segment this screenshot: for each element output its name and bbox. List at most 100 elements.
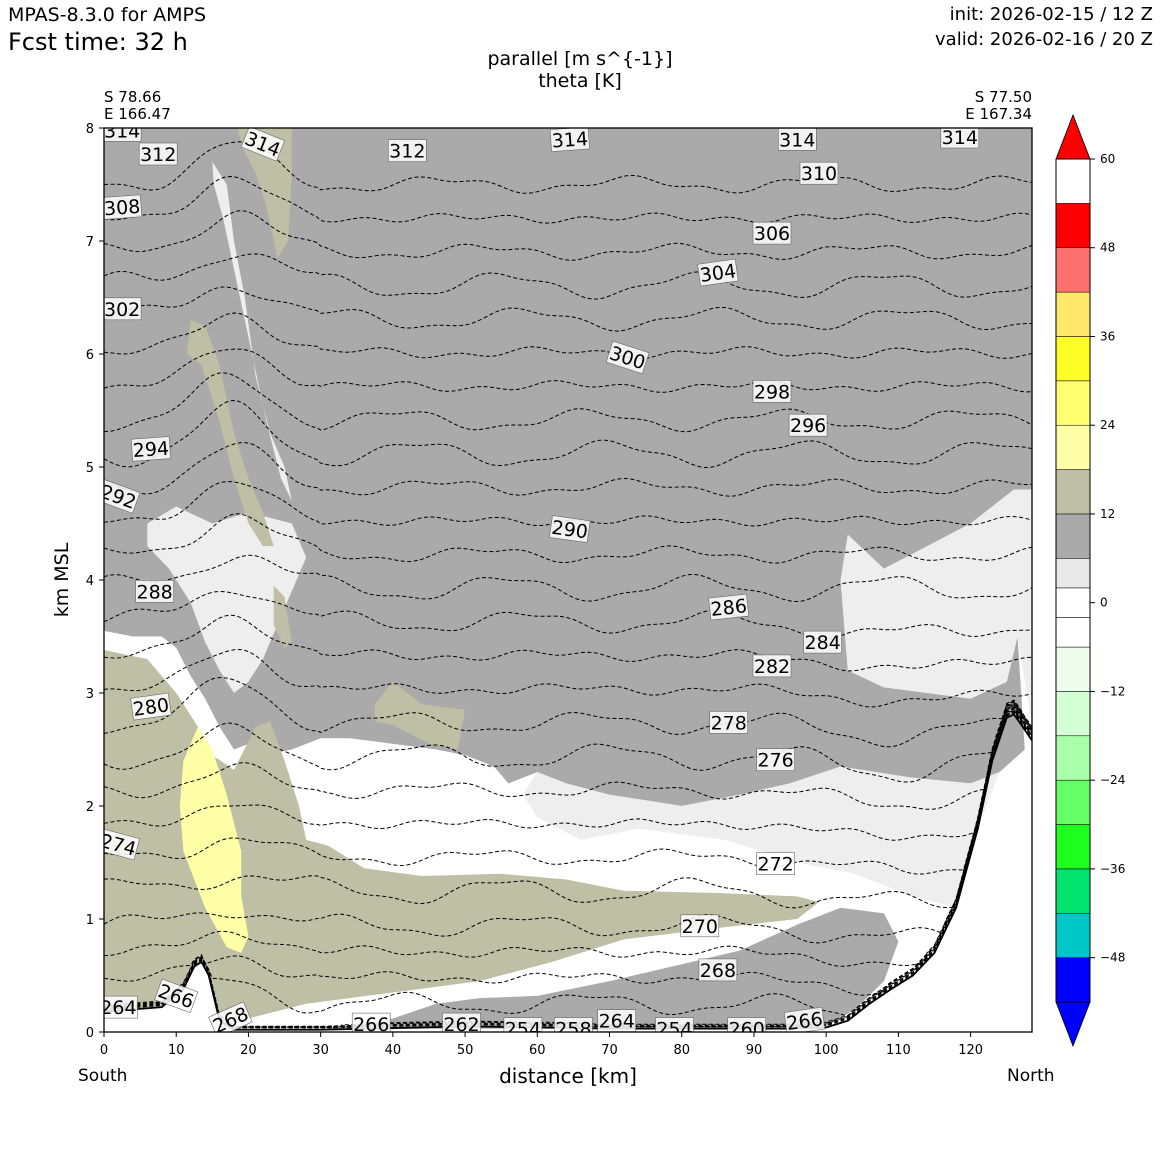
svg-text:278: 278: [711, 712, 747, 734]
end-side-label: North: [1007, 1066, 1055, 1086]
x-tick-label-70: 70: [601, 1043, 618, 1058]
wind-region-12: [179, 726, 249, 953]
svg-text:264: 264: [100, 997, 136, 1019]
colorbar-frame: [1055, 158, 1091, 1003]
theta-label-28: 268: [698, 958, 738, 982]
wind-region-5: [212, 161, 292, 501]
svg-text:260: 260: [729, 1019, 765, 1041]
wind-region-7: [104, 650, 819, 1027]
theta-label-4: 314: [549, 128, 590, 153]
x-tick-label-60: 60: [529, 1043, 546, 1058]
theta-contour-302: [104, 348, 1032, 393]
start-lon-label: E 166.47: [104, 105, 171, 123]
svg-text:296: 296: [790, 415, 826, 437]
svg-text:272: 272: [757, 854, 793, 876]
wind-region-9: [187, 320, 274, 547]
y-tick-label-7: 7: [86, 235, 94, 250]
svg-text:298: 298: [754, 381, 790, 403]
svg-text:284: 284: [804, 632, 840, 654]
theta-label-5: 314: [777, 128, 817, 151]
x-axis-label: distance [km]: [499, 1064, 637, 1088]
colorbar-over-arrow: [1055, 113, 1091, 160]
theta-label-33: 262: [442, 1012, 481, 1036]
colorbar-bin-1: [1055, 913, 1091, 958]
theta-contour-304: [104, 312, 1032, 360]
theta-contour-272: [104, 703, 1032, 909]
colorbar-tick-label-7: −24: [1100, 773, 1125, 787]
theta-label-17: 290: [549, 515, 591, 544]
y-tick-label-1: 1: [86, 913, 94, 928]
theta-contour-278: [104, 701, 1032, 810]
theta-contour-276: [104, 702, 1032, 841]
svg-text:288: 288: [136, 581, 172, 603]
theta-label-32: 266: [351, 1012, 391, 1036]
theta-label-37: 254: [655, 1017, 694, 1032]
x-tick-label-100: 100: [814, 1043, 839, 1058]
svg-text:306: 306: [754, 223, 790, 245]
theta-label-18: 288: [135, 579, 174, 603]
x-tick-label-90: 90: [746, 1043, 763, 1058]
theta-contour-282: [104, 677, 1032, 748]
svg-text:280: 280: [132, 694, 171, 721]
svg-text:302: 302: [104, 299, 140, 321]
colorbar-tick-label-5: 0: [1100, 596, 1108, 610]
svg-text:294: 294: [132, 438, 170, 462]
theta-label-1: 312: [138, 142, 178, 166]
theta-label-31: 268: [208, 1001, 253, 1032]
colorbar-bin-9: [1055, 587, 1091, 618]
terrain-line: [104, 713, 1032, 1031]
colorbar-tick-label-1: 48: [1100, 241, 1115, 255]
theta-contour-270: [104, 704, 1032, 944]
colorbar-bin-7: [1055, 646, 1091, 692]
theta-label-11: 302: [104, 297, 142, 321]
theta-label-39: 266: [783, 1006, 826, 1032]
theta-label-29: 266: [154, 978, 199, 1013]
wind-region-0: [104, 128, 1032, 806]
svg-text:314: 314: [104, 120, 140, 142]
svg-text:258: 258: [555, 1019, 591, 1041]
svg-text:270: 270: [682, 916, 718, 938]
theta-contour-266: [104, 706, 1032, 996]
svg-text:312: 312: [140, 144, 176, 166]
theta-contour-312: [104, 175, 1032, 224]
theta-label-35: 258: [554, 1017, 593, 1041]
x-tick-label-120: 120: [958, 1043, 983, 1058]
colorbar-bin-13: [1055, 424, 1091, 470]
y-tick-label-3: 3: [86, 687, 94, 702]
theta-label-10: 304: [697, 258, 739, 287]
theta-label-21: 282: [752, 654, 792, 678]
valid-time-label: valid: 2026-02-16 / 20 Z: [935, 29, 1153, 50]
theta-label-36: 264: [597, 1009, 637, 1033]
wind-region-4: [522, 766, 1000, 908]
colorbar-tick-label-9: −48: [1100, 951, 1125, 965]
colorbar-bin-11: [1055, 513, 1091, 559]
theta-label-8: 308: [104, 194, 143, 220]
theta-label-6: 314: [940, 127, 980, 149]
colorbar-under-arrow: [1055, 1001, 1091, 1048]
svg-text:262: 262: [443, 1014, 479, 1036]
svg-text:314: 314: [779, 129, 815, 151]
svg-text:286: 286: [710, 595, 748, 621]
start-lat-label: S 78.66: [104, 88, 162, 106]
colorbar-bin-12: [1055, 469, 1091, 515]
svg-text:266: 266: [353, 1014, 389, 1036]
colorbar-bin-3: [1055, 824, 1091, 870]
theta-contour-288: [104, 590, 1032, 640]
x-tick-label-50: 50: [457, 1043, 474, 1058]
svg-text:264: 264: [599, 1011, 635, 1033]
svg-text:282: 282: [754, 656, 790, 678]
colorbar-tick-label-0: 60: [1100, 152, 1115, 166]
colorbar-bin-6: [1055, 691, 1091, 737]
theta-contour-296: [104, 442, 1032, 497]
chart-title-line1: parallel [m s^{-1}]: [487, 48, 673, 70]
theta-contour-274: [104, 703, 1032, 875]
colorbar-tick-label-2: 36: [1100, 329, 1115, 343]
svg-text:254: 254: [505, 1019, 541, 1041]
y-tick-label-5: 5: [86, 461, 94, 476]
theta-label-24: 276: [756, 748, 795, 772]
svg-text:314: 314: [942, 127, 978, 149]
theta-label-0: 314: [104, 120, 142, 142]
theta-label-15: 294: [130, 436, 171, 462]
theta-label-7: 310: [799, 161, 839, 185]
